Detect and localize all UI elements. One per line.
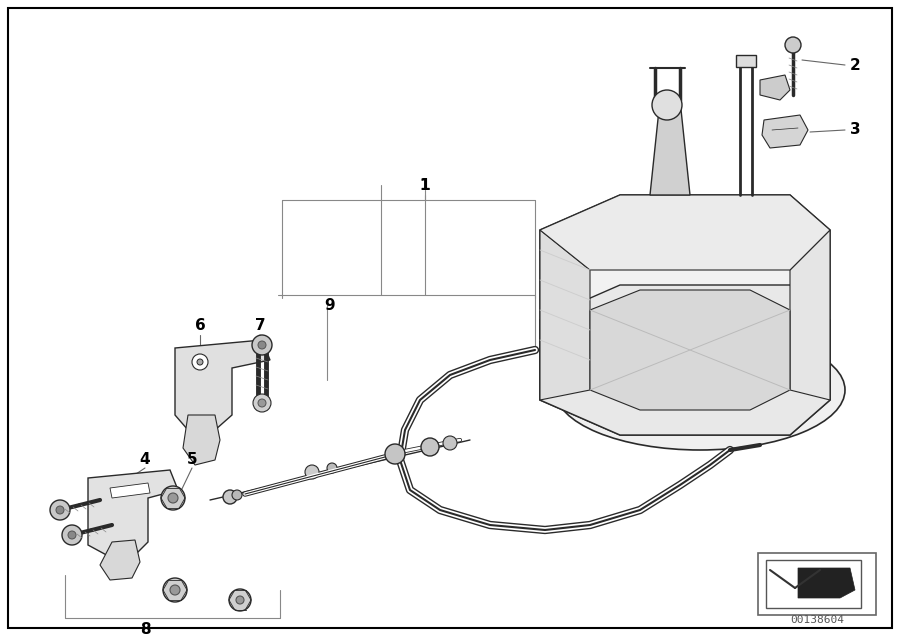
Circle shape xyxy=(421,438,439,456)
Circle shape xyxy=(197,359,203,365)
Circle shape xyxy=(327,463,337,473)
Polygon shape xyxy=(790,230,830,400)
Text: 1: 1 xyxy=(419,177,430,193)
Polygon shape xyxy=(175,340,270,430)
Bar xyxy=(736,55,756,67)
Circle shape xyxy=(50,500,70,520)
Circle shape xyxy=(443,436,457,450)
Circle shape xyxy=(252,335,272,355)
Circle shape xyxy=(223,490,237,504)
Circle shape xyxy=(258,399,266,407)
Circle shape xyxy=(253,394,271,412)
Circle shape xyxy=(68,531,76,539)
Ellipse shape xyxy=(555,330,845,450)
Text: 00138604: 00138604 xyxy=(790,615,844,625)
Polygon shape xyxy=(760,75,790,100)
Circle shape xyxy=(170,585,180,595)
Circle shape xyxy=(385,444,405,464)
Text: 9: 9 xyxy=(325,298,336,312)
Polygon shape xyxy=(540,195,830,435)
Circle shape xyxy=(168,493,178,503)
Circle shape xyxy=(236,596,244,604)
Circle shape xyxy=(232,490,242,500)
Text: 6: 6 xyxy=(194,317,205,333)
Bar xyxy=(758,553,876,615)
Text: 2: 2 xyxy=(850,57,860,73)
Text: 5: 5 xyxy=(186,452,197,467)
Circle shape xyxy=(163,578,187,602)
Polygon shape xyxy=(540,285,830,435)
Circle shape xyxy=(56,506,64,514)
Polygon shape xyxy=(540,230,590,400)
Text: 7: 7 xyxy=(255,317,266,333)
Text: 8: 8 xyxy=(140,623,150,636)
Circle shape xyxy=(785,37,801,53)
Polygon shape xyxy=(540,195,830,270)
Polygon shape xyxy=(590,290,790,410)
Polygon shape xyxy=(798,568,855,598)
Circle shape xyxy=(652,90,682,120)
Circle shape xyxy=(161,486,185,510)
Text: 4: 4 xyxy=(140,452,150,467)
Polygon shape xyxy=(100,540,140,580)
Polygon shape xyxy=(183,415,220,465)
Polygon shape xyxy=(650,100,690,195)
Text: 1: 1 xyxy=(419,177,430,193)
Text: 3: 3 xyxy=(850,123,860,137)
Circle shape xyxy=(192,354,208,370)
Circle shape xyxy=(258,341,266,349)
Bar xyxy=(766,560,861,608)
Circle shape xyxy=(229,589,251,611)
Polygon shape xyxy=(110,483,150,498)
Polygon shape xyxy=(88,470,178,558)
Polygon shape xyxy=(762,115,808,148)
Circle shape xyxy=(62,525,82,545)
Circle shape xyxy=(305,465,319,479)
